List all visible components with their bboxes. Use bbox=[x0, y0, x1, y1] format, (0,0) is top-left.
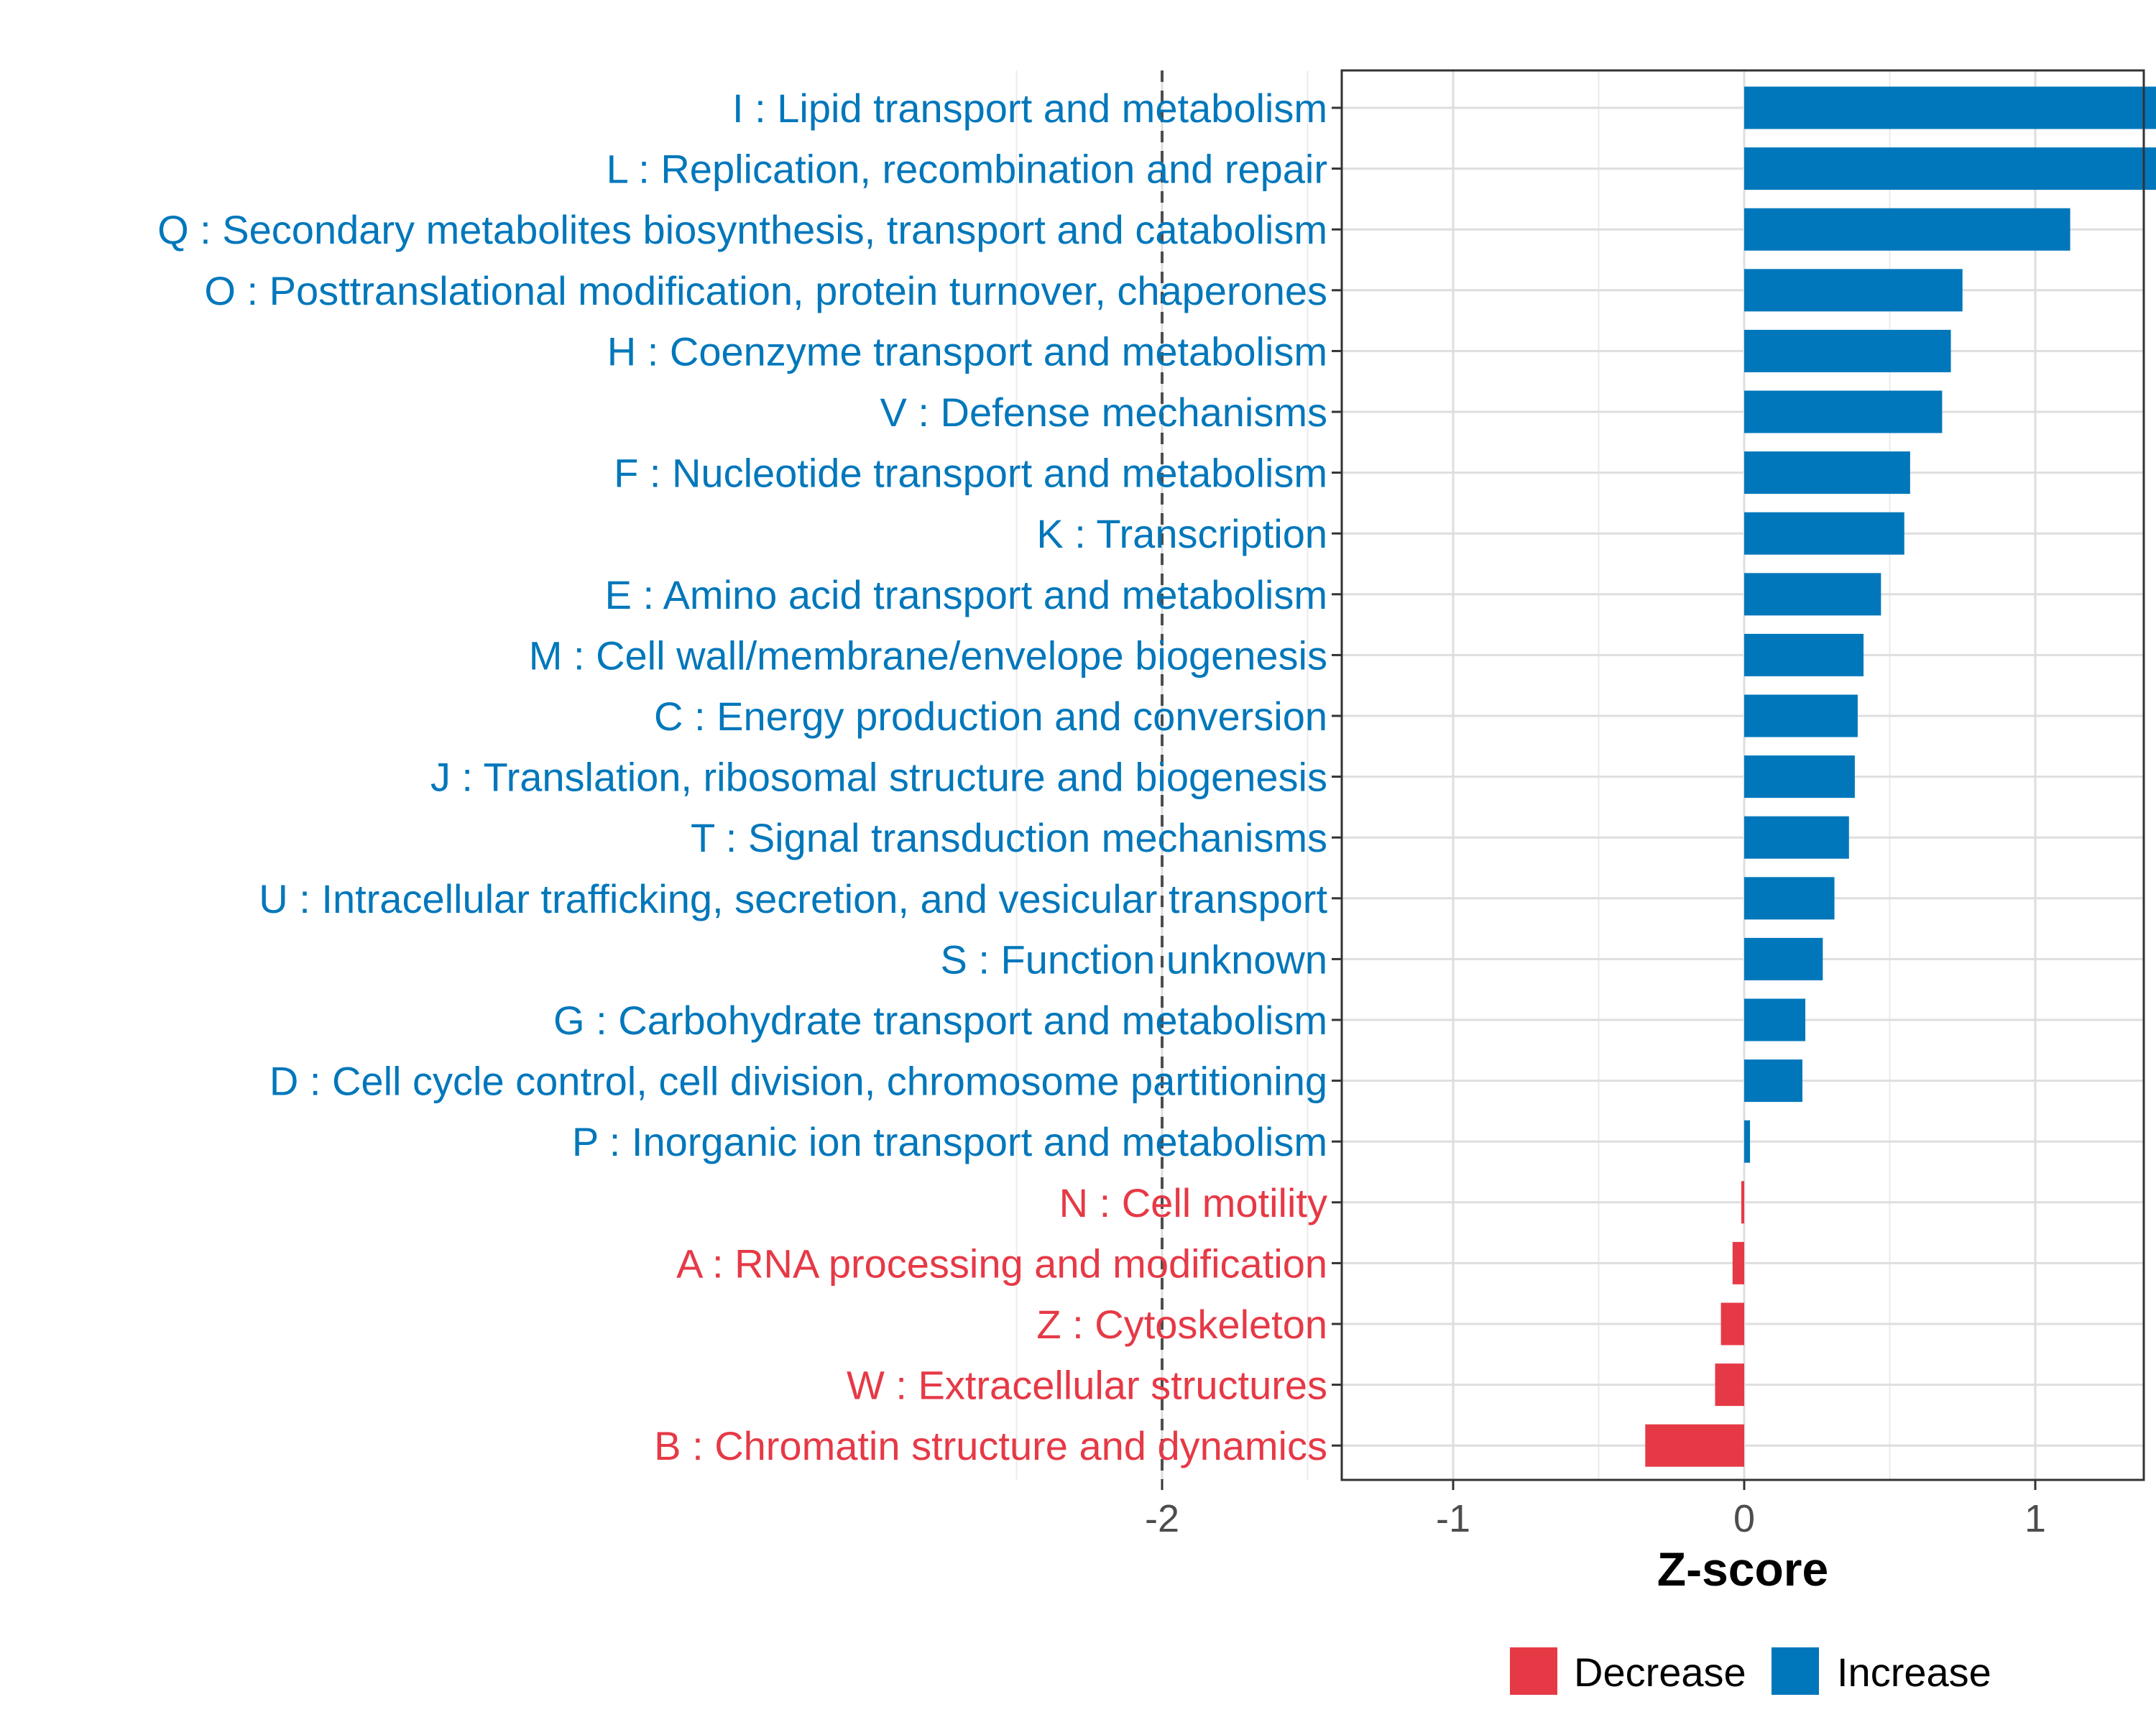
category-label: Q : Secondary metabolites biosynthesis, … bbox=[157, 207, 1327, 252]
bar bbox=[1715, 1363, 1744, 1407]
y-axis-labels: I : Lipid transport and metabolism L : Re… bbox=[157, 86, 1327, 1468]
bar bbox=[1645, 1424, 1744, 1467]
category-label: A : RNA processing and modification bbox=[676, 1241, 1327, 1286]
category-label: T : Signal transduction mechanisms bbox=[691, 815, 1327, 860]
bar bbox=[1744, 208, 2070, 251]
category-label: G : Carbohydrate transport and metabolis… bbox=[553, 998, 1327, 1043]
category-label: E : Amino acid transport and metabolism bbox=[605, 572, 1327, 617]
bar bbox=[1720, 1302, 1744, 1346]
category-label: N : Cell motility bbox=[1059, 1180, 1327, 1225]
bar bbox=[1744, 269, 1963, 312]
category-label: V : Defense mechanisms bbox=[880, 390, 1327, 435]
category-label: F : Nucleotide transport and metabolism bbox=[614, 451, 1327, 496]
x-tick-label: 0 bbox=[1733, 1497, 1755, 1540]
bar bbox=[1741, 1181, 1744, 1224]
category-label: J : Translation, ribosomal structure and… bbox=[430, 755, 1327, 800]
bar bbox=[1744, 390, 1943, 433]
x-axis-title: Z-score bbox=[1657, 1542, 1828, 1596]
x-tick-label: -1 bbox=[1436, 1497, 1470, 1540]
category-label: W : Extracellular structures bbox=[847, 1363, 1327, 1408]
category-label: M : Cell wall/membrane/envelope biogenes… bbox=[529, 632, 1327, 678]
bar bbox=[1744, 694, 1858, 737]
category-label: P : Inorganic ion transport and metaboli… bbox=[572, 1119, 1327, 1164]
category-label: K : Transcription bbox=[1036, 511, 1327, 556]
bar bbox=[1744, 86, 2156, 129]
bar bbox=[1744, 573, 1881, 616]
category-label: U : Intracellular trafficking, secretion… bbox=[259, 876, 1327, 921]
category-label: O : Posttranslational modification, prot… bbox=[204, 268, 1327, 313]
category-label: I : Lipid transport and metabolism bbox=[732, 86, 1327, 131]
category-label: L : Replication, recombination and repai… bbox=[607, 147, 1327, 192]
reference-lines bbox=[1161, 70, 1164, 1480]
bar bbox=[1744, 877, 1835, 920]
legend-swatch-decrease bbox=[1510, 1647, 1557, 1695]
bars bbox=[1645, 86, 2156, 1467]
category-label: B : Chromatin structure and dynamics bbox=[654, 1423, 1327, 1468]
bar bbox=[1744, 329, 1951, 372]
bar bbox=[1744, 755, 1855, 799]
bar bbox=[1744, 512, 1904, 555]
legend: Decrease Increase bbox=[1510, 1647, 1991, 1695]
bar bbox=[1744, 1120, 1751, 1163]
category-label: H : Coenzyme transport and metabolism bbox=[607, 328, 1327, 374]
bar bbox=[1744, 451, 1910, 494]
bar bbox=[1744, 998, 1806, 1041]
category-label: Z : Cytoskeleton bbox=[1036, 1302, 1327, 1347]
bar bbox=[1744, 147, 2156, 190]
legend-swatch-increase bbox=[1772, 1647, 1819, 1695]
bar bbox=[1744, 1059, 1802, 1103]
bar bbox=[1744, 816, 1849, 859]
category-label: D : Cell cycle control, cell division, c… bbox=[270, 1059, 1327, 1104]
y-axis-ticks bbox=[1332, 106, 1342, 1447]
x-tick-label: 1 bbox=[2024, 1497, 2046, 1540]
category-label: S : Function unknown bbox=[940, 937, 1327, 982]
x-tick-label: -2 bbox=[1145, 1497, 1179, 1540]
panel-border bbox=[1340, 69, 2145, 1481]
bar bbox=[1744, 633, 1864, 676]
category-label: C : Energy production and conversion bbox=[654, 694, 1327, 739]
bar bbox=[1732, 1241, 1744, 1284]
x-axis-ticks: -2-1012 bbox=[1145, 1480, 2046, 1540]
legend-label-decrease: Decrease bbox=[1574, 1650, 1746, 1695]
bar bbox=[1744, 937, 1823, 980]
legend-label-increase: Increase bbox=[1837, 1650, 1991, 1695]
